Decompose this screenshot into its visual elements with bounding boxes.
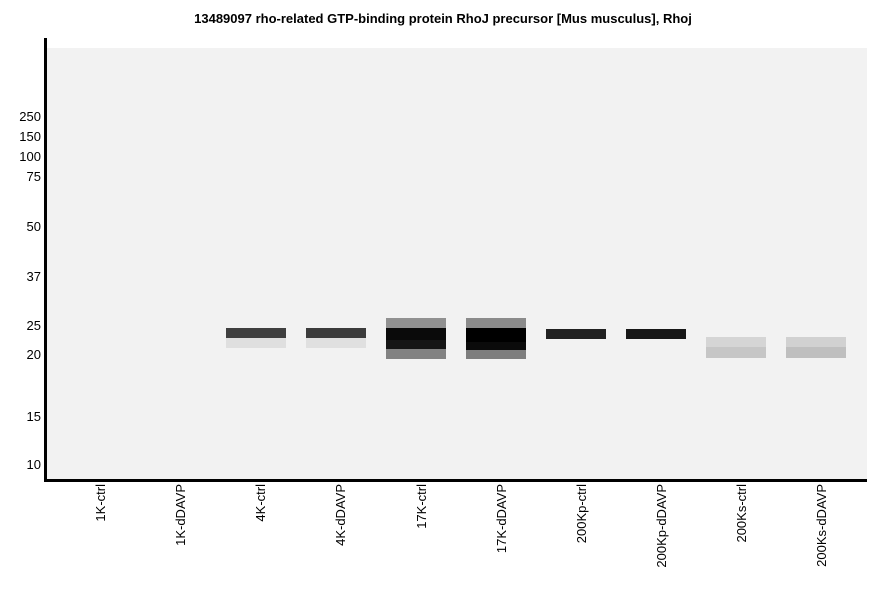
y-tick-label-10: 10 [26, 457, 41, 472]
lane-label-4K-ctrl: 4K-ctrl [253, 484, 268, 522]
blot-band-200Ks-dDAVP-2 [786, 347, 846, 358]
lane-label-1K-dDAVP: 1K-dDAVP [173, 484, 188, 546]
blot-band-17K-ctrl-4 [386, 349, 446, 359]
blot-band-17K-dDAVP-3 [466, 342, 526, 350]
blot-band-200Kp-ctrl-1 [546, 329, 606, 339]
blot-band-17K-ctrl-2 [386, 328, 446, 340]
lane-label-200Kp-dDAVP: 200Kp-dDAVP [654, 484, 669, 568]
lane-label-200Ks-ctrl: 200Ks-ctrl [734, 484, 749, 543]
blot-band-200Kp-dDAVP-1 [626, 329, 686, 339]
y-axis-line [44, 38, 47, 482]
blot-band-17K-ctrl-1 [386, 318, 446, 328]
x-axis-line [44, 479, 867, 482]
blot-band-4K-dDAVP-2 [306, 338, 366, 348]
blot-band-17K-dDAVP-4 [466, 350, 526, 359]
y-tick-label-250: 250 [19, 109, 41, 124]
y-tick-label-15: 15 [26, 409, 41, 424]
y-tick-label-150: 150 [19, 129, 41, 144]
y-tick-label-20: 20 [26, 347, 41, 362]
y-tick-label-100: 100 [19, 149, 41, 164]
y-tick-label-25: 25 [26, 318, 41, 333]
lane-label-17K-ctrl: 17K-ctrl [414, 484, 429, 529]
blot-band-17K-ctrl-3 [386, 340, 446, 349]
blot-band-200Ks-ctrl-1 [706, 337, 766, 347]
lane-label-200Kp-ctrl: 200Kp-ctrl [574, 484, 589, 544]
lane-label-1K-ctrl: 1K-ctrl [93, 484, 108, 522]
blot-band-4K-ctrl-1 [226, 328, 286, 338]
blot-band-200Ks-dDAVP-1 [786, 337, 846, 347]
blot-band-4K-ctrl-2 [226, 338, 286, 348]
y-tick-label-37: 37 [26, 269, 41, 284]
lane-label-200Ks-dDAVP: 200Ks-dDAVP [814, 484, 829, 567]
blot-band-17K-dDAVP-1 [466, 318, 526, 328]
figure-title: 13489097 rho-related GTP-binding protein… [194, 11, 692, 26]
lane-label-4K-dDAVP: 4K-dDAVP [333, 484, 348, 546]
blot-band-17K-dDAVP-2 [466, 328, 526, 342]
plot-background [47, 48, 867, 480]
blot-band-4K-dDAVP-1 [306, 328, 366, 338]
blot-band-200Ks-ctrl-2 [706, 347, 766, 358]
lane-label-17K-dDAVP: 17K-dDAVP [494, 484, 509, 554]
y-tick-label-75: 75 [26, 169, 41, 184]
y-tick-label-50: 50 [26, 219, 41, 234]
